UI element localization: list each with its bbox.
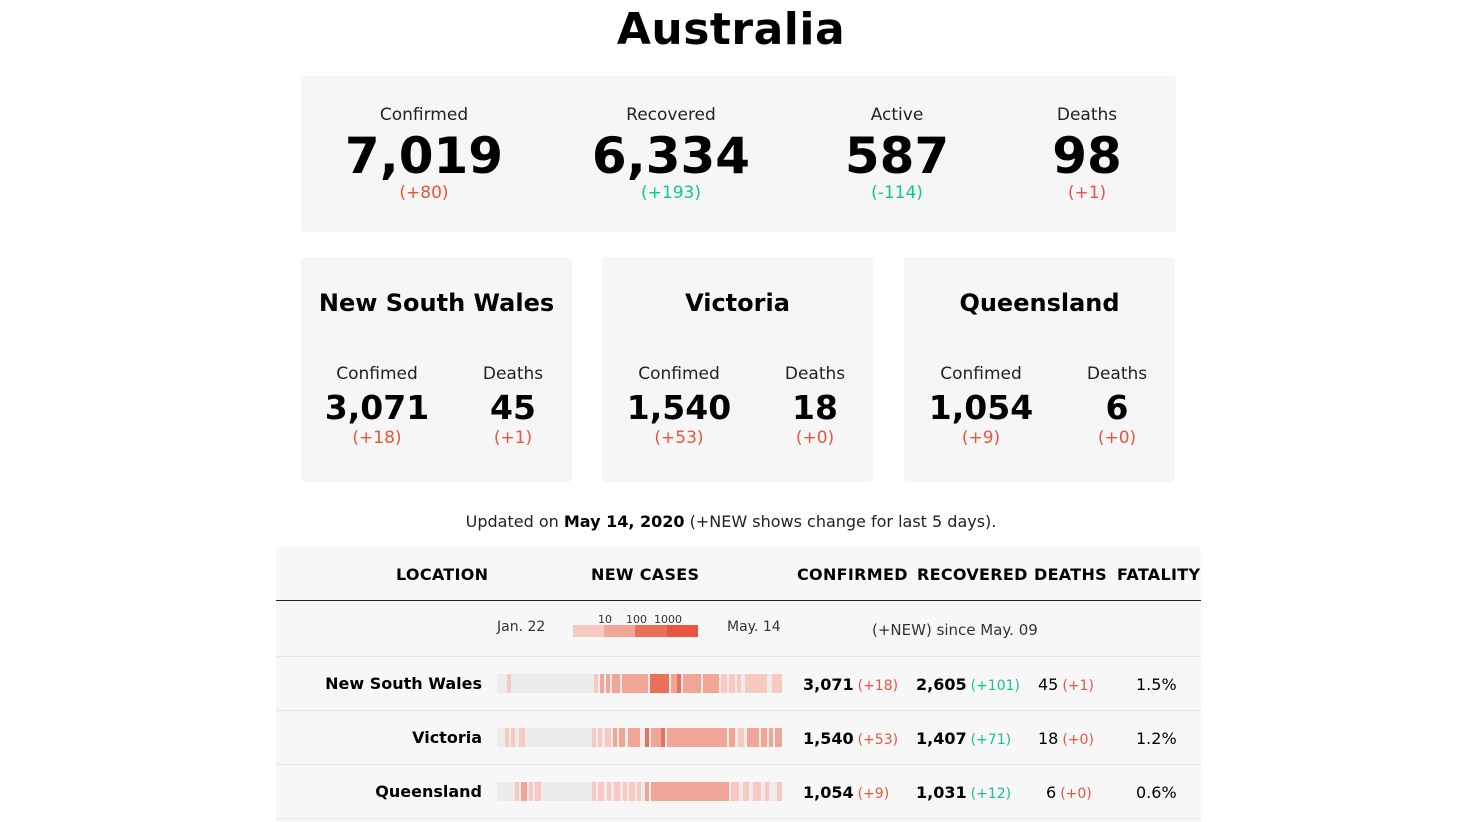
table-header: LOCATION NEW CASES CONFIRMED RECOVERED D… — [276, 547, 1201, 601]
deaths-value: 18 — [1038, 729, 1059, 748]
updated-date: May 14, 2020 — [563, 512, 685, 531]
new-cases-heatmap — [497, 782, 782, 801]
legend-tick: 100 — [626, 613, 647, 626]
state-confirmed-change: (+18) — [352, 428, 402, 448]
row-location[interactable]: Victoria — [412, 728, 482, 747]
row-deaths: 45 (+1) — [1038, 675, 1094, 694]
state-deaths-label: Deaths — [784, 364, 846, 384]
updated-note: Updated on May 14, 2020 (+NEW shows chan… — [0, 512, 1462, 531]
row-fatality: 1.2% — [1136, 729, 1177, 748]
state-confirmed-label: Confimed — [940, 364, 1022, 384]
column-header-confirmed[interactable]: CONFIRMED — [797, 565, 908, 584]
national-summary-card: Confirmed 7,019 (+80) Recovered 6,334 (+… — [301, 76, 1176, 232]
row-fatality: 1.5% — [1136, 675, 1177, 694]
table-row[interactable]: New South Wales 3,071 (+18) 2,605 (+101) 4… — [276, 657, 1201, 711]
table-row[interactable]: Victoria 1,540 (+53) 1,407 (+71) 18 (+0) 1.… — [276, 711, 1201, 765]
recovered-change: (+101) — [970, 678, 1020, 694]
stat-change: (+1) — [1067, 183, 1107, 203]
stat-value: 98 — [1052, 127, 1122, 185]
heatmap-legend-row: Jan. 22 10 100 1000 May. 14 (+NEW) since… — [276, 601, 1201, 657]
state-card-new-south-wales[interactable]: New South Wales Confimed 3,071 (+18) Dea… — [301, 257, 572, 482]
row-fatality: 0.6% — [1136, 783, 1177, 802]
confirmed-change: (+9) — [857, 786, 890, 802]
confirmed-value: 1,054 — [803, 783, 854, 802]
deaths-change: (+0) — [1060, 786, 1092, 802]
legend-end-date: May. 14 — [727, 619, 781, 635]
table-row[interactable]: Queensland 1,054 (+9) 1,031 (+12) 6 (+0) 0.… — [276, 765, 1201, 819]
new-cases-heatmap — [497, 674, 782, 693]
stat-change: (+80) — [399, 183, 449, 203]
column-header-recovered[interactable]: RECOVERED — [917, 565, 1028, 584]
state-name: Victoria — [685, 289, 790, 317]
state-name: New South Wales — [318, 289, 555, 317]
state-deaths-value: 18 — [792, 388, 838, 427]
state-deaths-value: 45 — [490, 388, 536, 427]
legend-start-date: Jan. 22 — [497, 619, 546, 635]
deaths-value: 6 — [1046, 783, 1057, 802]
state-deaths-change: (+0) — [795, 428, 835, 448]
state-confirmed-change: (+9) — [961, 428, 1001, 448]
stat-label: Deaths — [1056, 105, 1118, 125]
stat-value: 587 — [844, 127, 950, 185]
stat-label: Confirmed — [379, 105, 469, 125]
recovered-value: 1,031 — [916, 783, 967, 802]
state-confirmed-change: (+53) — [654, 428, 704, 448]
row-location[interactable]: New South Wales — [325, 674, 482, 693]
state-deaths-change: (+0) — [1097, 428, 1137, 448]
confirmed-value: 1,540 — [803, 729, 854, 748]
row-recovered: 2,605 (+101) — [916, 675, 1020, 694]
confirmed-change: (+18) — [857, 678, 899, 694]
deaths-change: (+0) — [1062, 732, 1094, 748]
state-confirmed-value: 1,054 — [928, 388, 1034, 427]
state-confirmed-value: 1,540 — [626, 388, 732, 427]
updated-suffix: (+NEW shows change for last 5 days). — [689, 512, 997, 531]
state-confirmed-value: 3,071 — [324, 388, 430, 427]
recovered-value: 2,605 — [916, 675, 967, 694]
row-recovered: 1,031 (+12) — [916, 783, 1011, 802]
page-title: Australia — [616, 4, 846, 55]
legend-tick: 10 — [598, 613, 612, 626]
row-deaths: 18 (+0) — [1038, 729, 1094, 748]
confirmed-change: (+53) — [857, 732, 899, 748]
legend-scale — [573, 625, 698, 637]
confirmed-value: 3,071 — [803, 675, 854, 694]
recovered-value: 1,407 — [916, 729, 967, 748]
column-header-fatality[interactable]: FATALITY — [1117, 565, 1201, 584]
stat-value: 7,019 — [344, 127, 504, 185]
state-deaths-value: 6 — [1105, 388, 1129, 427]
state-name: Queensland — [959, 289, 1120, 317]
locations-table: LOCATION NEW CASES CONFIRMED RECOVERED D… — [276, 547, 1201, 822]
deaths-change: (+1) — [1062, 678, 1094, 694]
column-header-new-cases[interactable]: NEW CASES — [591, 565, 700, 584]
recovered-change: (+12) — [970, 786, 1012, 802]
row-confirmed: 3,071 (+18) — [803, 675, 898, 694]
state-confirmed-label: Confimed — [336, 364, 418, 384]
state-card-victoria[interactable]: Victoria Confimed 1,540 (+53) Deaths 18 … — [602, 257, 873, 482]
row-recovered: 1,407 (+71) — [916, 729, 1011, 748]
updated-prefix: Updated on — [465, 512, 559, 531]
legend-tick: 1000 — [654, 613, 682, 626]
stat-label: Recovered — [626, 105, 716, 125]
new-cases-heatmap — [497, 728, 782, 747]
legend-since: (+NEW) since May. 09 — [872, 621, 1038, 639]
state-card-queensland[interactable]: Queensland Confimed 1,054 (+9) Deaths 6 … — [904, 257, 1175, 482]
state-confirmed-label: Confimed — [638, 364, 720, 384]
row-confirmed: 1,054 (+9) — [803, 783, 889, 802]
recovered-change: (+71) — [970, 732, 1012, 748]
deaths-value: 45 — [1038, 675, 1059, 694]
stat-change: (+193) — [641, 183, 701, 203]
row-location[interactable]: Queensland — [375, 782, 482, 801]
state-deaths-change: (+1) — [493, 428, 533, 448]
row-confirmed: 1,540 (+53) — [803, 729, 898, 748]
column-header-location[interactable]: LOCATION — [396, 565, 489, 584]
stat-label: Active — [870, 105, 924, 125]
state-deaths-label: Deaths — [1086, 364, 1148, 384]
row-deaths: 6 (+0) — [1046, 783, 1092, 802]
stat-change: (-114) — [871, 183, 923, 203]
column-header-deaths[interactable]: DEATHS — [1034, 565, 1107, 584]
state-deaths-label: Deaths — [482, 364, 544, 384]
stat-value: 6,334 — [591, 127, 751, 185]
